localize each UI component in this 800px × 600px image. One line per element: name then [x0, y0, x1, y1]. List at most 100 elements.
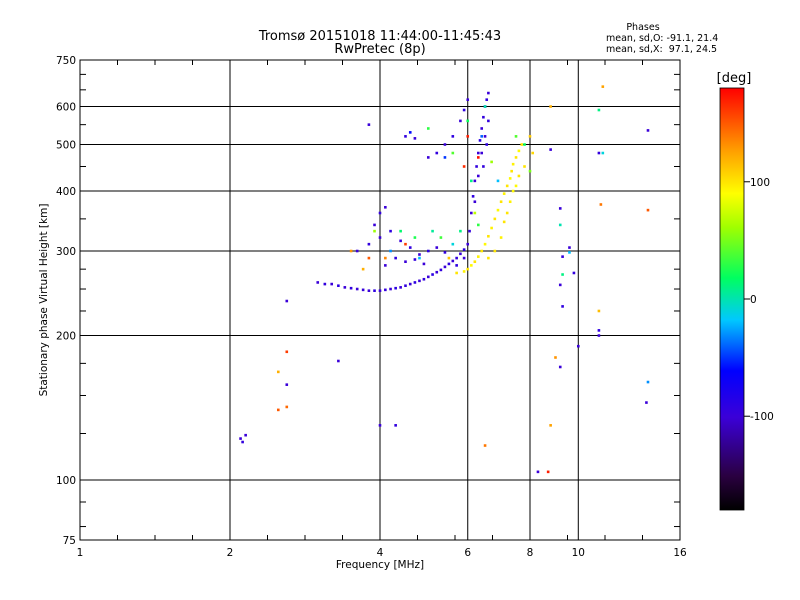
- echo-point: [499, 236, 503, 239]
- echo-point: [480, 127, 484, 130]
- echo-point: [276, 408, 280, 412]
- echo-point: [558, 283, 562, 287]
- echo-point: [418, 279, 421, 283]
- echo-point: [473, 179, 477, 183]
- echo-point: [439, 236, 443, 239]
- echo-point: [349, 249, 353, 253]
- echo-point: [431, 273, 434, 276]
- echo-point: [239, 437, 242, 440]
- echo-point: [408, 131, 412, 134]
- echo-point: [455, 264, 458, 267]
- echo-points: [239, 85, 650, 474]
- echo-point: [475, 165, 478, 168]
- echo-point: [426, 156, 430, 159]
- echo-point: [418, 256, 421, 260]
- echo-point: [508, 200, 512, 204]
- echo-point: [502, 220, 506, 224]
- echo-point: [478, 139, 482, 142]
- echo-point: [413, 137, 417, 140]
- x-tick-label: 10: [572, 547, 585, 559]
- echo-point: [285, 350, 289, 354]
- echo-point: [413, 236, 417, 239]
- echo-point: [443, 143, 447, 146]
- echo-point: [482, 115, 485, 119]
- echo-point: [408, 282, 412, 286]
- echo-point: [514, 156, 518, 159]
- echo-point: [399, 229, 402, 233]
- echo-point: [597, 329, 601, 332]
- echo-point: [361, 288, 365, 292]
- echo-point: [462, 248, 466, 251]
- echo-point: [523, 165, 526, 168]
- echo-point: [558, 365, 562, 369]
- echo-point: [514, 135, 518, 138]
- echo-point: [520, 143, 524, 146]
- echo-point: [477, 255, 480, 258]
- echo-point: [367, 123, 371, 126]
- echo-point: [422, 277, 426, 281]
- echo-point: [384, 288, 387, 292]
- echo-point: [435, 246, 439, 249]
- echo-point: [517, 174, 521, 178]
- y-tick-label: 600: [56, 102, 76, 114]
- echo-point: [646, 380, 650, 384]
- echo-point: [470, 211, 473, 215]
- echo-point: [473, 200, 477, 204]
- echo-point: [531, 151, 534, 155]
- echo-point: [399, 239, 402, 243]
- x-tick-label: 4: [377, 547, 384, 559]
- minor-ticks: [79, 60, 681, 540]
- phases-heading: Phases: [626, 22, 659, 33]
- echo-point: [343, 286, 347, 289]
- echo-point: [455, 271, 458, 275]
- colorbar-ticks: 100 0 -100: [744, 177, 774, 423]
- echo-point: [337, 359, 340, 363]
- echo-point: [646, 208, 650, 212]
- colorbar-tick-label: 100: [750, 177, 770, 189]
- echo-point: [505, 184, 509, 188]
- echo-point: [389, 229, 392, 233]
- echo-point: [470, 264, 473, 267]
- x-axis-label: Frequency [MHz]: [336, 559, 424, 571]
- echo-point: [285, 383, 289, 386]
- echo-point: [241, 440, 244, 444]
- y-tick-label: 300: [56, 246, 76, 258]
- echo-point: [451, 259, 455, 263]
- echo-point: [601, 85, 605, 88]
- echo-point: [462, 108, 466, 112]
- echo-point: [466, 119, 470, 123]
- echo-point: [511, 162, 515, 166]
- x-tick-label: 6: [464, 547, 471, 559]
- echo-point: [483, 135, 487, 138]
- echo-point: [459, 119, 462, 123]
- echo-point: [477, 151, 480, 155]
- echo-point: [384, 264, 387, 267]
- echo-point: [408, 246, 412, 249]
- echo-point: [549, 424, 552, 427]
- echo-point: [528, 169, 532, 173]
- echo-point: [480, 151, 484, 155]
- echo-point: [384, 256, 387, 260]
- echo-point: [426, 275, 430, 279]
- echo-point: [477, 223, 480, 227]
- phases-x-stats: mean, sd,X: 97.1, 24.5: [606, 44, 717, 55]
- echo-point: [466, 242, 470, 246]
- echo-point: [483, 105, 487, 108]
- echo-point: [373, 289, 376, 292]
- y-axis-ticks: 75 100 200 300 400 500 600 750: [56, 55, 76, 547]
- echo-point: [323, 282, 327, 286]
- echo-point: [599, 203, 603, 206]
- echo-point: [373, 229, 376, 233]
- echo-point: [462, 165, 466, 168]
- echo-point: [487, 234, 490, 238]
- chart-subtitle: RwPretec (8p): [334, 42, 425, 57]
- echo-point: [558, 223, 562, 227]
- echo-point: [422, 262, 426, 266]
- echo-point: [601, 151, 605, 155]
- y-tick-label: 75: [63, 535, 76, 547]
- echo-point: [523, 143, 526, 146]
- y-tick-label: 200: [56, 331, 76, 343]
- colorbar-label: [deg]: [717, 71, 752, 86]
- echo-point: [466, 267, 470, 271]
